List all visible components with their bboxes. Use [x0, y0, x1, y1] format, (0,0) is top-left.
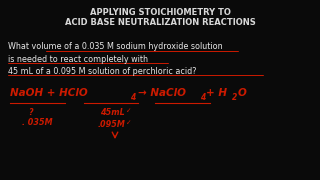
Text: 2: 2: [232, 93, 237, 102]
Text: 4: 4: [200, 93, 205, 102]
Text: . 035M: . 035M: [22, 118, 52, 127]
Text: NaOH + HClO: NaOH + HClO: [10, 88, 88, 98]
Text: → NaClO: → NaClO: [138, 88, 186, 98]
Text: 4: 4: [130, 93, 135, 102]
Text: is needed to react completely with: is needed to react completely with: [8, 55, 148, 64]
Text: 45 mL of a 0.095 M solution of perchloric acid?: 45 mL of a 0.095 M solution of perchlori…: [8, 67, 196, 76]
Text: O: O: [238, 88, 247, 98]
Text: APPLYING STOICHIOMETRY TO: APPLYING STOICHIOMETRY TO: [90, 8, 230, 17]
Text: + H: + H: [206, 88, 227, 98]
Text: .095M: .095M: [98, 120, 126, 129]
Text: What volume of a 0.035 M sodium hydroxide solution: What volume of a 0.035 M sodium hydroxid…: [8, 42, 223, 51]
Text: ✓: ✓: [126, 108, 132, 114]
Text: ACID BASE NEUTRALIZATION REACTIONS: ACID BASE NEUTRALIZATION REACTIONS: [65, 18, 255, 27]
Text: ✓: ✓: [126, 120, 132, 126]
Text: ?: ?: [28, 108, 32, 117]
Text: 45mL: 45mL: [100, 108, 125, 117]
